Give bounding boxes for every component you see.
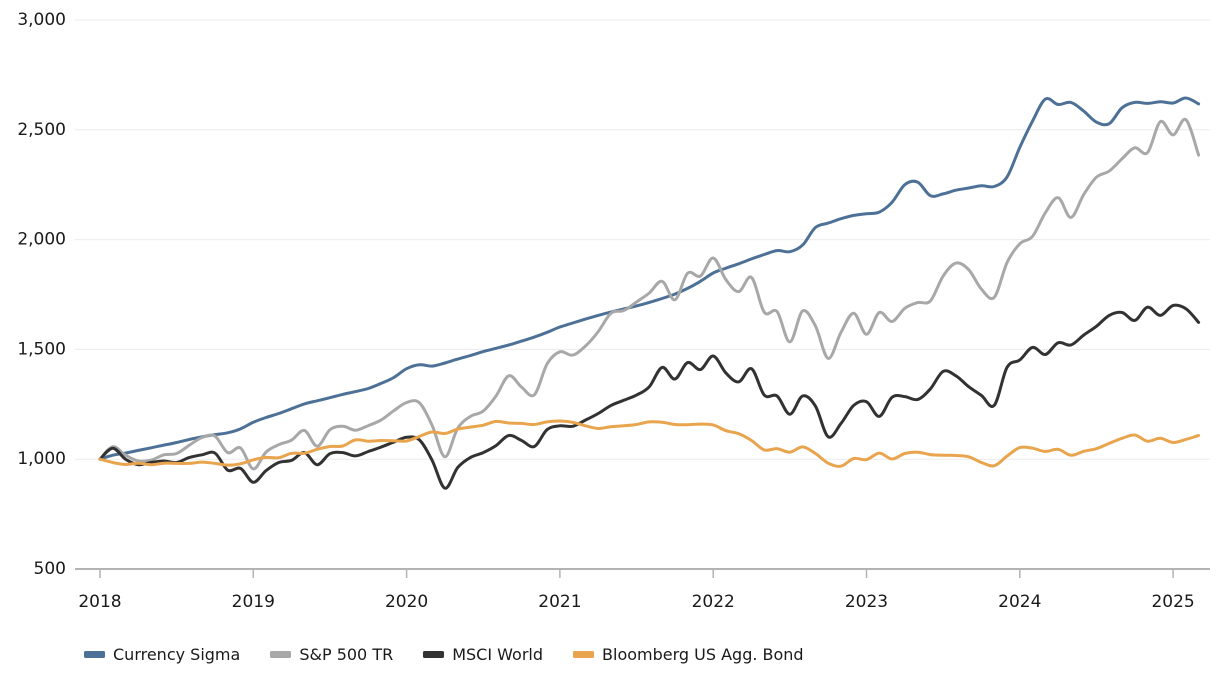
legend-label-msci-world: MSCI World (452, 645, 544, 664)
svg-text:2022: 2022 (692, 592, 735, 612)
svg-text:1,000: 1,000 (17, 449, 66, 469)
legend-swatch-sp500-tr (270, 651, 292, 658)
chart-canvas: 2018 2019 2020 2021 2022 2023 2024 2025 500 1,000… (17, 10, 1210, 612)
svg-text:2,500: 2,500 (17, 120, 66, 140)
legend-label-currency-sigma: Currency Sigma (113, 645, 241, 664)
svg-text:2,000: 2,000 (17, 230, 66, 250)
series-line-1 (98, 117, 1201, 471)
legend-swatch-msci-world (423, 651, 445, 658)
series-line-2 (98, 303, 1201, 490)
svg-text:2025: 2025 (1151, 592, 1194, 612)
svg-text:2024: 2024 (998, 592, 1041, 612)
legend-swatch-currency-sigma (84, 651, 105, 658)
legend-item-currency-sigma: Currency Sigma (84, 645, 240, 664)
svg-text:2019: 2019 (232, 592, 275, 612)
svg-text:1,500: 1,500 (17, 339, 66, 359)
svg-text:2023: 2023 (845, 592, 888, 612)
svg-text:2020: 2020 (385, 592, 428, 612)
svg-text:2018: 2018 (78, 592, 121, 612)
series-line-0 (98, 96, 1201, 461)
svg-text:2021: 2021 (538, 592, 581, 612)
chart-legend: Currency Sigma S&P 500 TR MSCI World Blo… (84, 645, 804, 664)
performance-chart: 2018 2019 2020 2021 2022 2023 2024 2025 500 1,000… (17, 10, 1210, 612)
legend-label-bloomberg-us-agg-bond: Bloomberg US Agg. Bond (602, 645, 804, 664)
svg-text:3,000: 3,000 (17, 10, 66, 30)
legend-item-bloomberg-us-agg-bond: Bloomberg US Agg. Bond (573, 645, 804, 664)
legend-label-sp500-tr: S&P 500 TR (299, 645, 394, 664)
legend-item-sp500-tr: S&P 500 TR (270, 645, 393, 664)
legend-item-msci-world: MSCI World (423, 645, 543, 664)
svg-text:500: 500 (34, 559, 66, 579)
series-line-3 (98, 419, 1201, 468)
legend-swatch-bloomberg-us-agg-bond (573, 651, 595, 658)
